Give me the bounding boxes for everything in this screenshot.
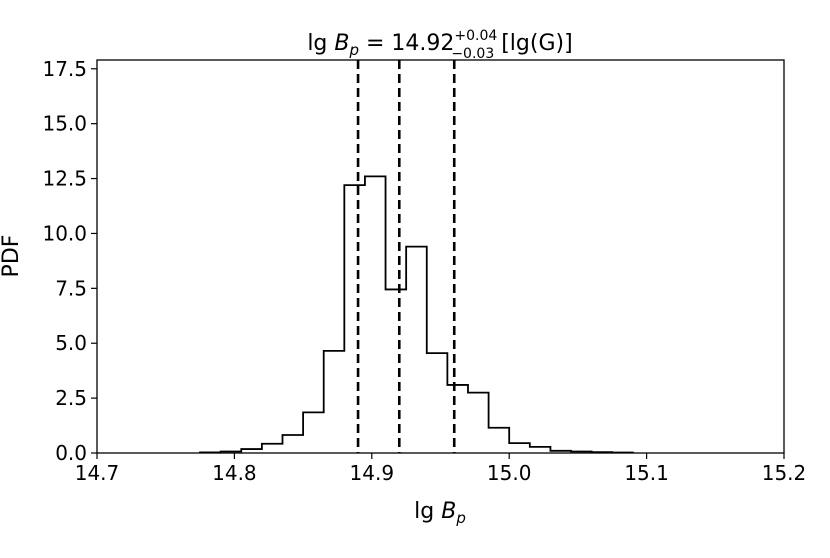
y-tick-label: 7.5 <box>55 276 87 300</box>
histogram-bin <box>365 176 386 453</box>
histogram-bin <box>427 353 448 453</box>
y-axis-label: PDF <box>0 235 24 278</box>
histogram-bin <box>282 435 303 453</box>
x-tick-label: 14.9 <box>350 461 395 485</box>
histogram-bin <box>386 289 407 453</box>
axes-frame <box>97 60 784 453</box>
histogram-bin <box>530 447 551 453</box>
histogram-bin <box>468 393 489 453</box>
histogram-step-line <box>200 176 633 453</box>
chart-title: lg Bp = 14.92+0.04−0.03 [lg(G)] <box>307 28 572 62</box>
y-tick-label: 0.0 <box>55 441 87 465</box>
x-tick-label: 15.2 <box>762 461 807 485</box>
histogram-bin <box>509 443 530 453</box>
x-axis-label: lg Bp <box>414 499 466 527</box>
histogram-bin <box>489 428 510 453</box>
histogram-bin <box>406 247 427 453</box>
y-tick-label: 2.5 <box>55 386 87 410</box>
x-tick-label: 15.0 <box>487 461 532 485</box>
histogram-bin <box>344 185 365 453</box>
histogram-bin <box>262 444 283 453</box>
histogram-bin <box>324 351 345 453</box>
histogram-bin <box>447 385 468 453</box>
y-tick-label: 12.5 <box>42 167 87 191</box>
y-tick-label: 10.0 <box>42 221 87 245</box>
x-tick-label: 14.8 <box>212 461 257 485</box>
histogram-bin <box>303 412 324 453</box>
x-tick-label: 15.1 <box>624 461 669 485</box>
y-tick-label: 5.0 <box>55 331 87 355</box>
y-tick-label: 15.0 <box>42 112 87 136</box>
y-tick-label: 17.5 <box>42 57 87 81</box>
